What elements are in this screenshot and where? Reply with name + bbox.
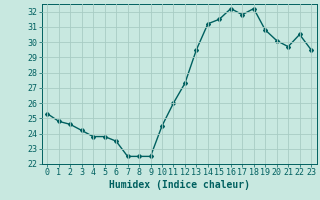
- X-axis label: Humidex (Indice chaleur): Humidex (Indice chaleur): [109, 180, 250, 190]
